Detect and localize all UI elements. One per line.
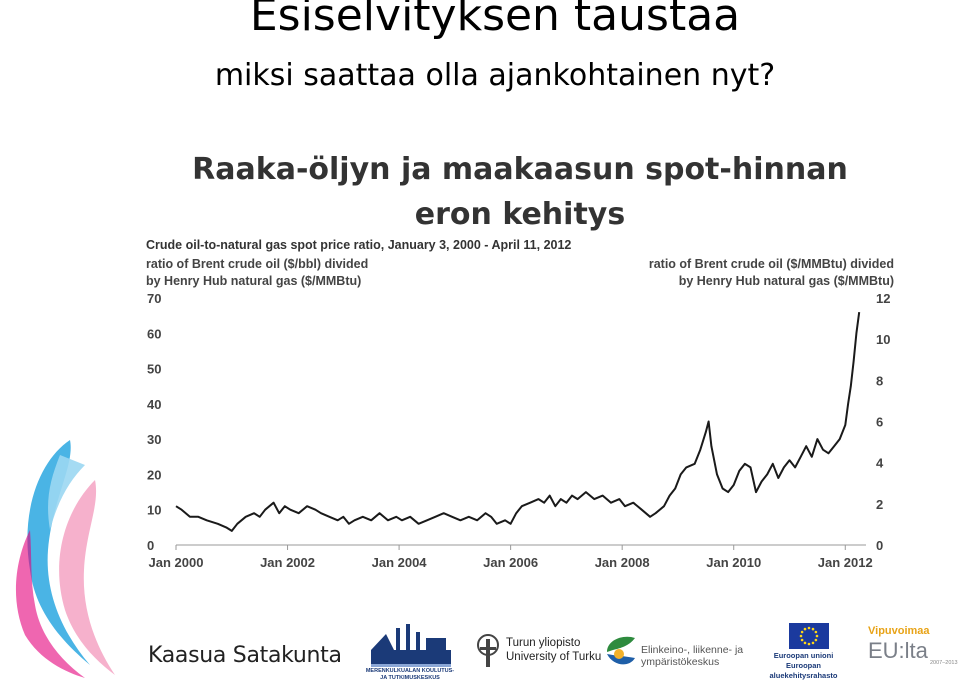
eu-line2: Euroopan aluekehitysrahasto [769, 661, 838, 680]
kaasua-satakunta-logo: Kaasua Satakunta [148, 643, 342, 668]
right-tick-label: 10 [876, 332, 890, 347]
x-tick-label: Jan 2002 [260, 555, 315, 570]
ely-centre-logo: Elinkeino-, liikenne- ja ympäristökeskus [641, 644, 743, 668]
eu-star-icon [799, 634, 803, 638]
chart-title: Crude oil-to-natural gas spot price rati… [146, 238, 572, 252]
right-tick-label: 2 [876, 497, 883, 512]
eu-line1: Euroopan unioni [773, 651, 834, 660]
ratio-series-line [175, 311, 861, 532]
left-tick-label: 20 [147, 467, 161, 482]
eu-star-icon [811, 627, 815, 631]
eu-star-icon [800, 630, 804, 634]
right-tick-label: 4 [876, 456, 884, 471]
turku-university-logo: Turun yliopisto University of Turku [506, 636, 601, 664]
x-tick-label: Jan 2000 [149, 555, 204, 570]
eu-flag-icon [789, 623, 829, 649]
swoosh-decoration-icon [15, 440, 115, 678]
left-axis-label-line1: ratio of Brent crude oil ($/bbl) divided [146, 257, 369, 271]
eu-star-icon [807, 642, 811, 646]
left-tick-label: 50 [147, 362, 161, 377]
right-tick-label: 6 [876, 415, 883, 430]
turku-university-emblem-icon [477, 634, 499, 667]
vipuvoimaa-period-label: 2007–2013 [930, 660, 958, 666]
x-tick-label: Jan 2012 [818, 555, 873, 570]
right-tick-label: 0 [876, 538, 883, 553]
turku-line1: Turun yliopisto [506, 637, 581, 649]
eu-star-icon [814, 630, 818, 634]
eu-star-icon [803, 627, 807, 631]
x-tick-label: Jan 2004 [372, 555, 428, 570]
left-tick-label: 30 [147, 432, 161, 447]
chart-heading-line1: Raaka-öljyn ja maakaasun spot-hinnan [192, 152, 848, 187]
eu-star-icon [800, 638, 804, 642]
eu-star-icon [811, 641, 815, 645]
left-tick-label: 0 [147, 538, 154, 553]
left-tick-label: 10 [147, 503, 161, 518]
ely-leaf-icon [607, 636, 635, 665]
eu-logo-text: Euroopan unioni Euroopan aluekehitysraha… [756, 651, 851, 681]
slide-subtitle: miksi saattaa olla ajankohtainen nyt? [214, 58, 776, 93]
right-axis-label-line1: ratio of Brent crude oil ($/MMBtu) divid… [648, 257, 894, 271]
left-tick-label: 70 [147, 291, 161, 306]
slide-title: Esiselvityksen taustaa [249, 0, 741, 41]
eu-star-icon [803, 641, 807, 645]
eu-star-icon [815, 634, 819, 638]
chart-heading-line2: eron kehitys [414, 197, 626, 232]
right-axis-label: ratio of Brent crude oil ($/MMBtu) divid… [649, 256, 894, 290]
ship-logo-icon [371, 624, 451, 667]
mkk-logo-text: MERENKULKUALAN KOULUTUS- JA TUTKIMUSKESK… [365, 668, 455, 681]
eu-star-icon [807, 626, 811, 630]
ely-line2: ympäristökeskus [641, 656, 720, 668]
right-tick-label: 12 [876, 291, 890, 306]
vipuvoimaa-eu-label: EU:lta [868, 638, 928, 663]
left-axis-label: ratio of Brent crude oil ($/bbl) divided… [146, 256, 368, 290]
turku-line2: University of Turku [506, 651, 602, 663]
right-axis-label-line2: by Henry Hub natural gas ($/MMBtu) [678, 274, 894, 288]
x-tick-label: Jan 2006 [483, 555, 538, 570]
right-tick-label: 8 [876, 373, 883, 388]
ely-line1: Elinkeino-, liikenne- ja [641, 644, 744, 656]
vipuvoimaa-label: Vipuvoimaa [868, 625, 930, 637]
left-axis-label-line2: by Henry Hub natural gas ($/MMBtu) [146, 274, 362, 288]
x-tick-label: Jan 2010 [706, 555, 761, 570]
eu-star-icon [814, 638, 818, 642]
left-tick-label: 40 [147, 397, 161, 412]
x-tick-label: Jan 2008 [595, 555, 650, 570]
left-tick-label: 60 [147, 326, 161, 341]
